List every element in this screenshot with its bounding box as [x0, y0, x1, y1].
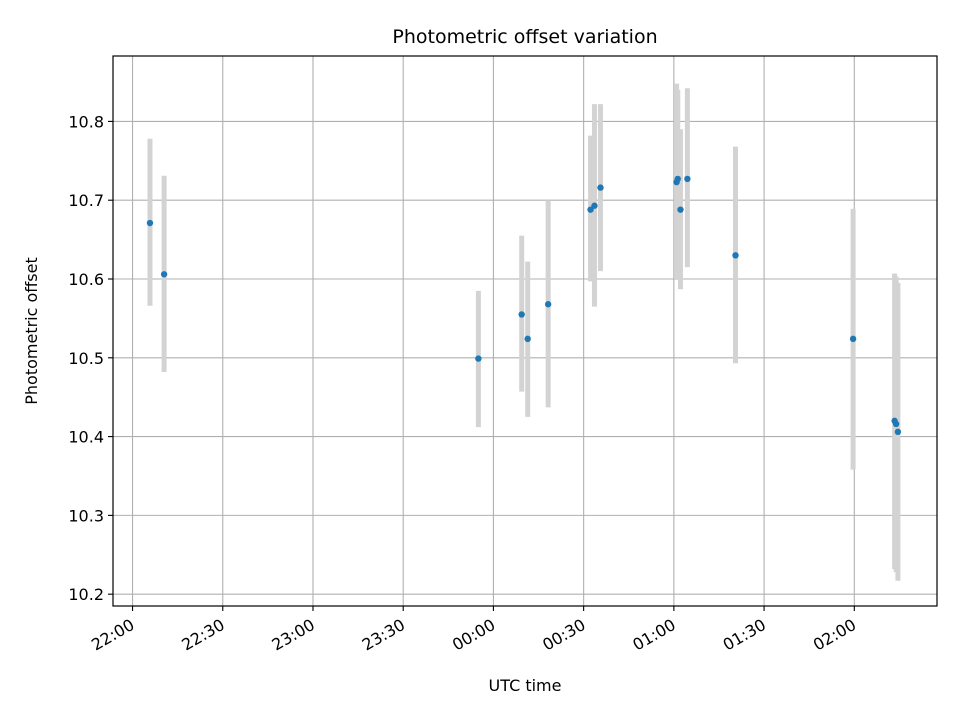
data-point — [597, 184, 604, 191]
y-tick-label: 10.6 — [68, 270, 104, 289]
y-tick-label: 10.2 — [68, 585, 104, 604]
data-point — [146, 219, 154, 227]
y-tick-label: 10.5 — [68, 349, 104, 368]
y-tick-label: 10.4 — [68, 428, 104, 447]
data-point — [591, 202, 598, 209]
data-points — [146, 175, 902, 436]
data-point — [475, 355, 482, 362]
data-point — [524, 335, 531, 343]
y-tick-label: 10.3 — [68, 506, 104, 525]
data-point — [732, 252, 739, 259]
y-axis-label: Photometric offset — [22, 257, 41, 405]
y-tick-label: 10.8 — [68, 112, 104, 131]
data-point — [160, 271, 168, 278]
data-point — [677, 206, 684, 213]
y-tick-label: 10.7 — [68, 191, 104, 210]
data-point — [544, 301, 552, 308]
chart-title: Photometric offset variation — [392, 26, 657, 48]
plot-frame — [112, 55, 938, 607]
grid — [113, 56, 937, 606]
data-point — [892, 420, 900, 428]
data-point — [674, 175, 681, 183]
data-point — [894, 428, 902, 436]
x-axis-label: UTC time — [489, 676, 562, 695]
data-point — [849, 335, 857, 343]
data-point — [518, 311, 525, 318]
y-axis-ticks: 10.2 10.3 10.4 10.5 10.6 10.7 10.8 — [68, 112, 113, 604]
data-point — [684, 175, 691, 183]
data-point — [587, 206, 594, 213]
